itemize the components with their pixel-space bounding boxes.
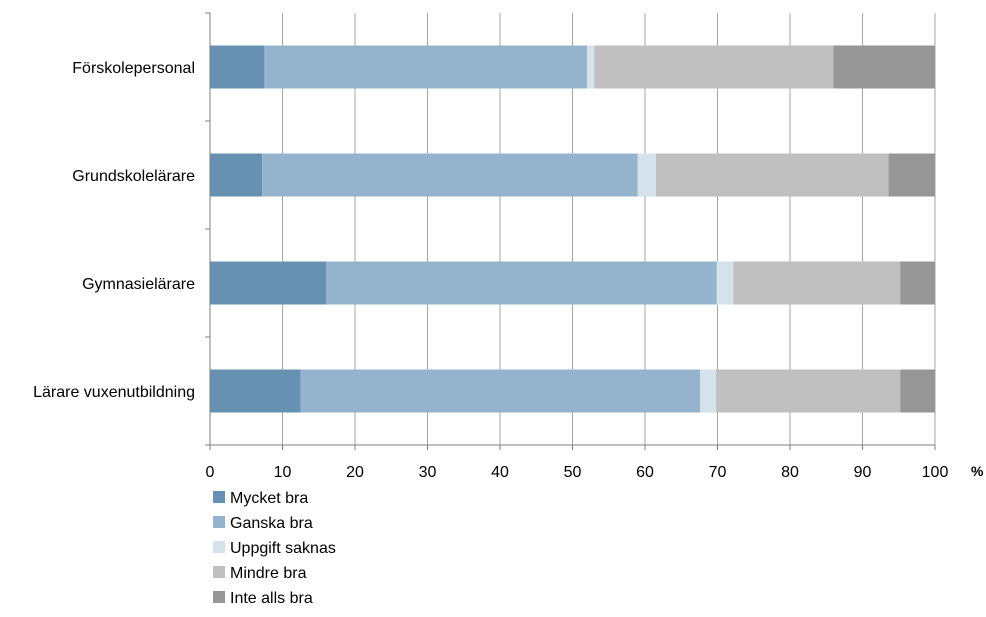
category-label: Gymnasielärare <box>82 276 195 293</box>
bar-3-4 <box>700 369 717 413</box>
bar-3-3 <box>716 261 734 305</box>
x-tick-label: 100 <box>922 464 949 481</box>
x-tick-label: 10 <box>274 464 292 481</box>
legend-swatch <box>213 541 225 553</box>
bars <box>210 45 935 413</box>
bar-1-4 <box>210 369 301 413</box>
bar-2-4 <box>300 369 701 413</box>
legend-swatch <box>213 516 225 528</box>
legend-swatch <box>213 491 225 503</box>
legend: Mycket bra Ganska bra Uppgift saknas Mindre… <box>213 490 336 607</box>
category-label: Förskolepersonal <box>72 60 195 77</box>
x-tick-label: 30 <box>419 464 437 481</box>
x-tick-label: 20 <box>346 464 364 481</box>
bar-4-2 <box>655 153 889 197</box>
bar-5-4 <box>900 369 935 413</box>
x-tick-label: 90 <box>854 464 872 481</box>
legend-label: Ganska bra <box>230 515 313 532</box>
x-tick-label: 40 <box>491 464 509 481</box>
legend-swatch <box>213 591 225 603</box>
bar-4-3 <box>733 261 901 305</box>
bar-1-3 <box>210 261 326 305</box>
x-tick-label: 0 <box>206 464 215 481</box>
legend-swatch <box>213 566 225 578</box>
bar-5-2 <box>888 153 935 197</box>
bar-2-2 <box>262 153 638 197</box>
x-unit-label: % <box>971 463 984 479</box>
category-label: Lärare vuxenutbildning <box>33 384 195 401</box>
bar-4-4 <box>716 369 901 413</box>
legend-label: Mindre bra <box>230 565 307 582</box>
bar-3-1 <box>587 45 595 89</box>
category-label: Grundskolelärare <box>72 168 195 185</box>
axes <box>205 12 936 450</box>
legend-label: Uppgift saknas <box>230 540 336 557</box>
bar-5-1 <box>833 45 935 89</box>
x-tick-label: 70 <box>709 464 727 481</box>
legend-label: Inte alls bra <box>230 590 313 607</box>
x-tick-label: 50 <box>564 464 582 481</box>
bar-5-3 <box>900 261 935 305</box>
x-tick-label: 60 <box>636 464 654 481</box>
bar-1-2 <box>210 153 263 197</box>
bar-2-1 <box>264 45 587 89</box>
category-labels: Förskolepersonal Grundskolelärare Gymnasie… <box>33 60 195 401</box>
bar-4-1 <box>594 45 834 89</box>
bar-3-2 <box>637 153 656 197</box>
bar-1-1 <box>210 45 265 89</box>
bar-2-3 <box>326 261 717 305</box>
x-tick-label: 80 <box>781 464 799 481</box>
x-tick-labels: 0 10 20 30 40 50 60 70 80 90 100 <box>206 464 949 481</box>
legend-label: Mycket bra <box>230 490 308 507</box>
